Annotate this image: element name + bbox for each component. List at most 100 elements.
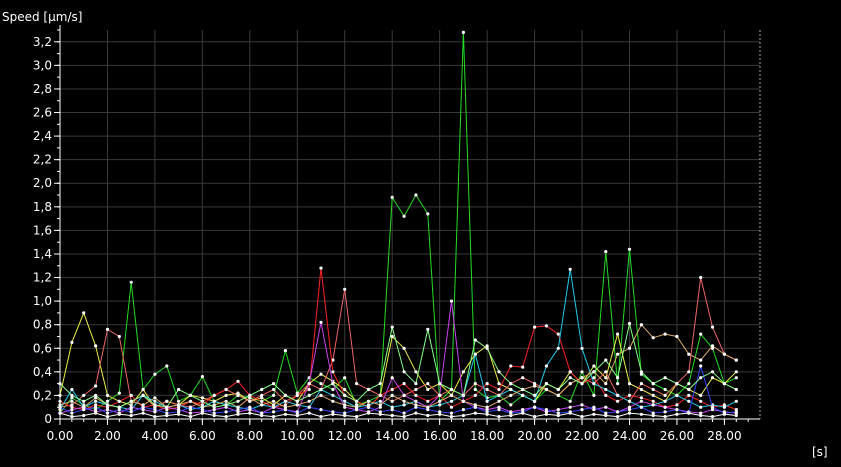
data-point <box>592 412 596 416</box>
y-tick-label: 0,8 <box>33 318 52 332</box>
data-point <box>568 405 572 409</box>
x-tick-label: 28.00 <box>707 429 741 443</box>
data-point <box>82 399 86 403</box>
data-point <box>224 403 228 407</box>
data-point <box>414 403 418 407</box>
data-point <box>604 250 608 254</box>
data-point <box>675 393 679 397</box>
data-point <box>438 393 442 397</box>
data-point <box>449 405 454 409</box>
data-point <box>699 405 703 409</box>
series-line <box>59 323 737 408</box>
data-point <box>509 403 513 407</box>
data-point <box>627 321 632 326</box>
data-point <box>592 376 596 380</box>
data-point <box>722 412 727 416</box>
data-point <box>331 412 335 416</box>
data-point <box>165 364 169 368</box>
data-point <box>592 382 596 386</box>
data-point <box>497 382 501 386</box>
data-point <box>663 415 667 419</box>
data-point <box>58 408 62 412</box>
data-point <box>604 387 608 392</box>
data-point <box>734 408 738 412</box>
data-point <box>141 393 145 397</box>
data-point <box>141 411 145 415</box>
data-point <box>414 387 418 392</box>
data-point <box>390 376 394 380</box>
data-point <box>734 410 738 414</box>
series-line <box>59 364 737 414</box>
data-point <box>307 405 311 409</box>
data-point <box>295 413 299 418</box>
data-point <box>616 399 620 403</box>
series-line <box>59 32 737 414</box>
data-point <box>461 30 465 34</box>
data-point <box>414 370 418 374</box>
data-point <box>521 387 525 392</box>
data-point <box>283 403 287 407</box>
data-point <box>485 408 489 412</box>
data-point <box>355 382 359 386</box>
data-point <box>188 408 193 412</box>
data-point <box>366 405 371 409</box>
data-point <box>343 413 347 418</box>
data-point <box>188 393 193 397</box>
data-point <box>414 405 418 409</box>
data-point <box>485 344 489 348</box>
data-point <box>212 399 216 403</box>
data-point <box>402 214 406 218</box>
data-point <box>366 387 371 392</box>
data-point <box>473 405 477 409</box>
data-point <box>604 413 608 418</box>
data-point <box>473 393 477 397</box>
data-point <box>710 325 715 329</box>
data-point <box>556 411 560 415</box>
data-point <box>710 415 715 419</box>
data-point <box>141 403 145 407</box>
data-point <box>627 405 632 409</box>
data-point <box>651 399 655 403</box>
data-point <box>343 399 347 403</box>
data-point <box>604 411 608 415</box>
data-point <box>390 387 394 392</box>
data-point <box>307 382 311 386</box>
x-tick-label: 14.00 <box>375 429 409 443</box>
y-tick-label: 2,4 <box>33 129 52 143</box>
data-point <box>236 410 240 414</box>
data-point <box>129 399 133 403</box>
data-point <box>260 396 264 400</box>
data-point <box>521 408 525 412</box>
y-tick-label: 3,2 <box>33 35 52 49</box>
data-point <box>675 382 679 386</box>
data-point <box>248 405 252 409</box>
data-point <box>461 370 465 374</box>
data-point <box>58 405 62 409</box>
data-point <box>331 387 335 392</box>
data-point <box>378 410 382 414</box>
x-tick-label: 26.00 <box>660 429 694 443</box>
data-point <box>260 411 264 415</box>
data-point <box>627 382 632 386</box>
data-point <box>651 382 655 386</box>
data-point <box>651 411 655 415</box>
data-point <box>105 327 110 331</box>
data-point <box>687 382 691 386</box>
data-point <box>177 405 181 409</box>
data-point <box>544 324 549 328</box>
data-point <box>378 405 382 409</box>
data-point <box>82 413 86 418</box>
data-point <box>449 399 454 403</box>
data-point <box>307 411 311 415</box>
x-tick-label: 0.00 <box>47 429 74 443</box>
data-point <box>212 393 216 397</box>
data-point <box>485 410 489 414</box>
data-point <box>449 299 454 303</box>
data-point <box>485 412 489 416</box>
data-point <box>592 408 596 412</box>
data-point <box>295 411 299 415</box>
data-point <box>390 408 394 412</box>
data-point <box>592 393 596 397</box>
data-point <box>224 405 228 409</box>
